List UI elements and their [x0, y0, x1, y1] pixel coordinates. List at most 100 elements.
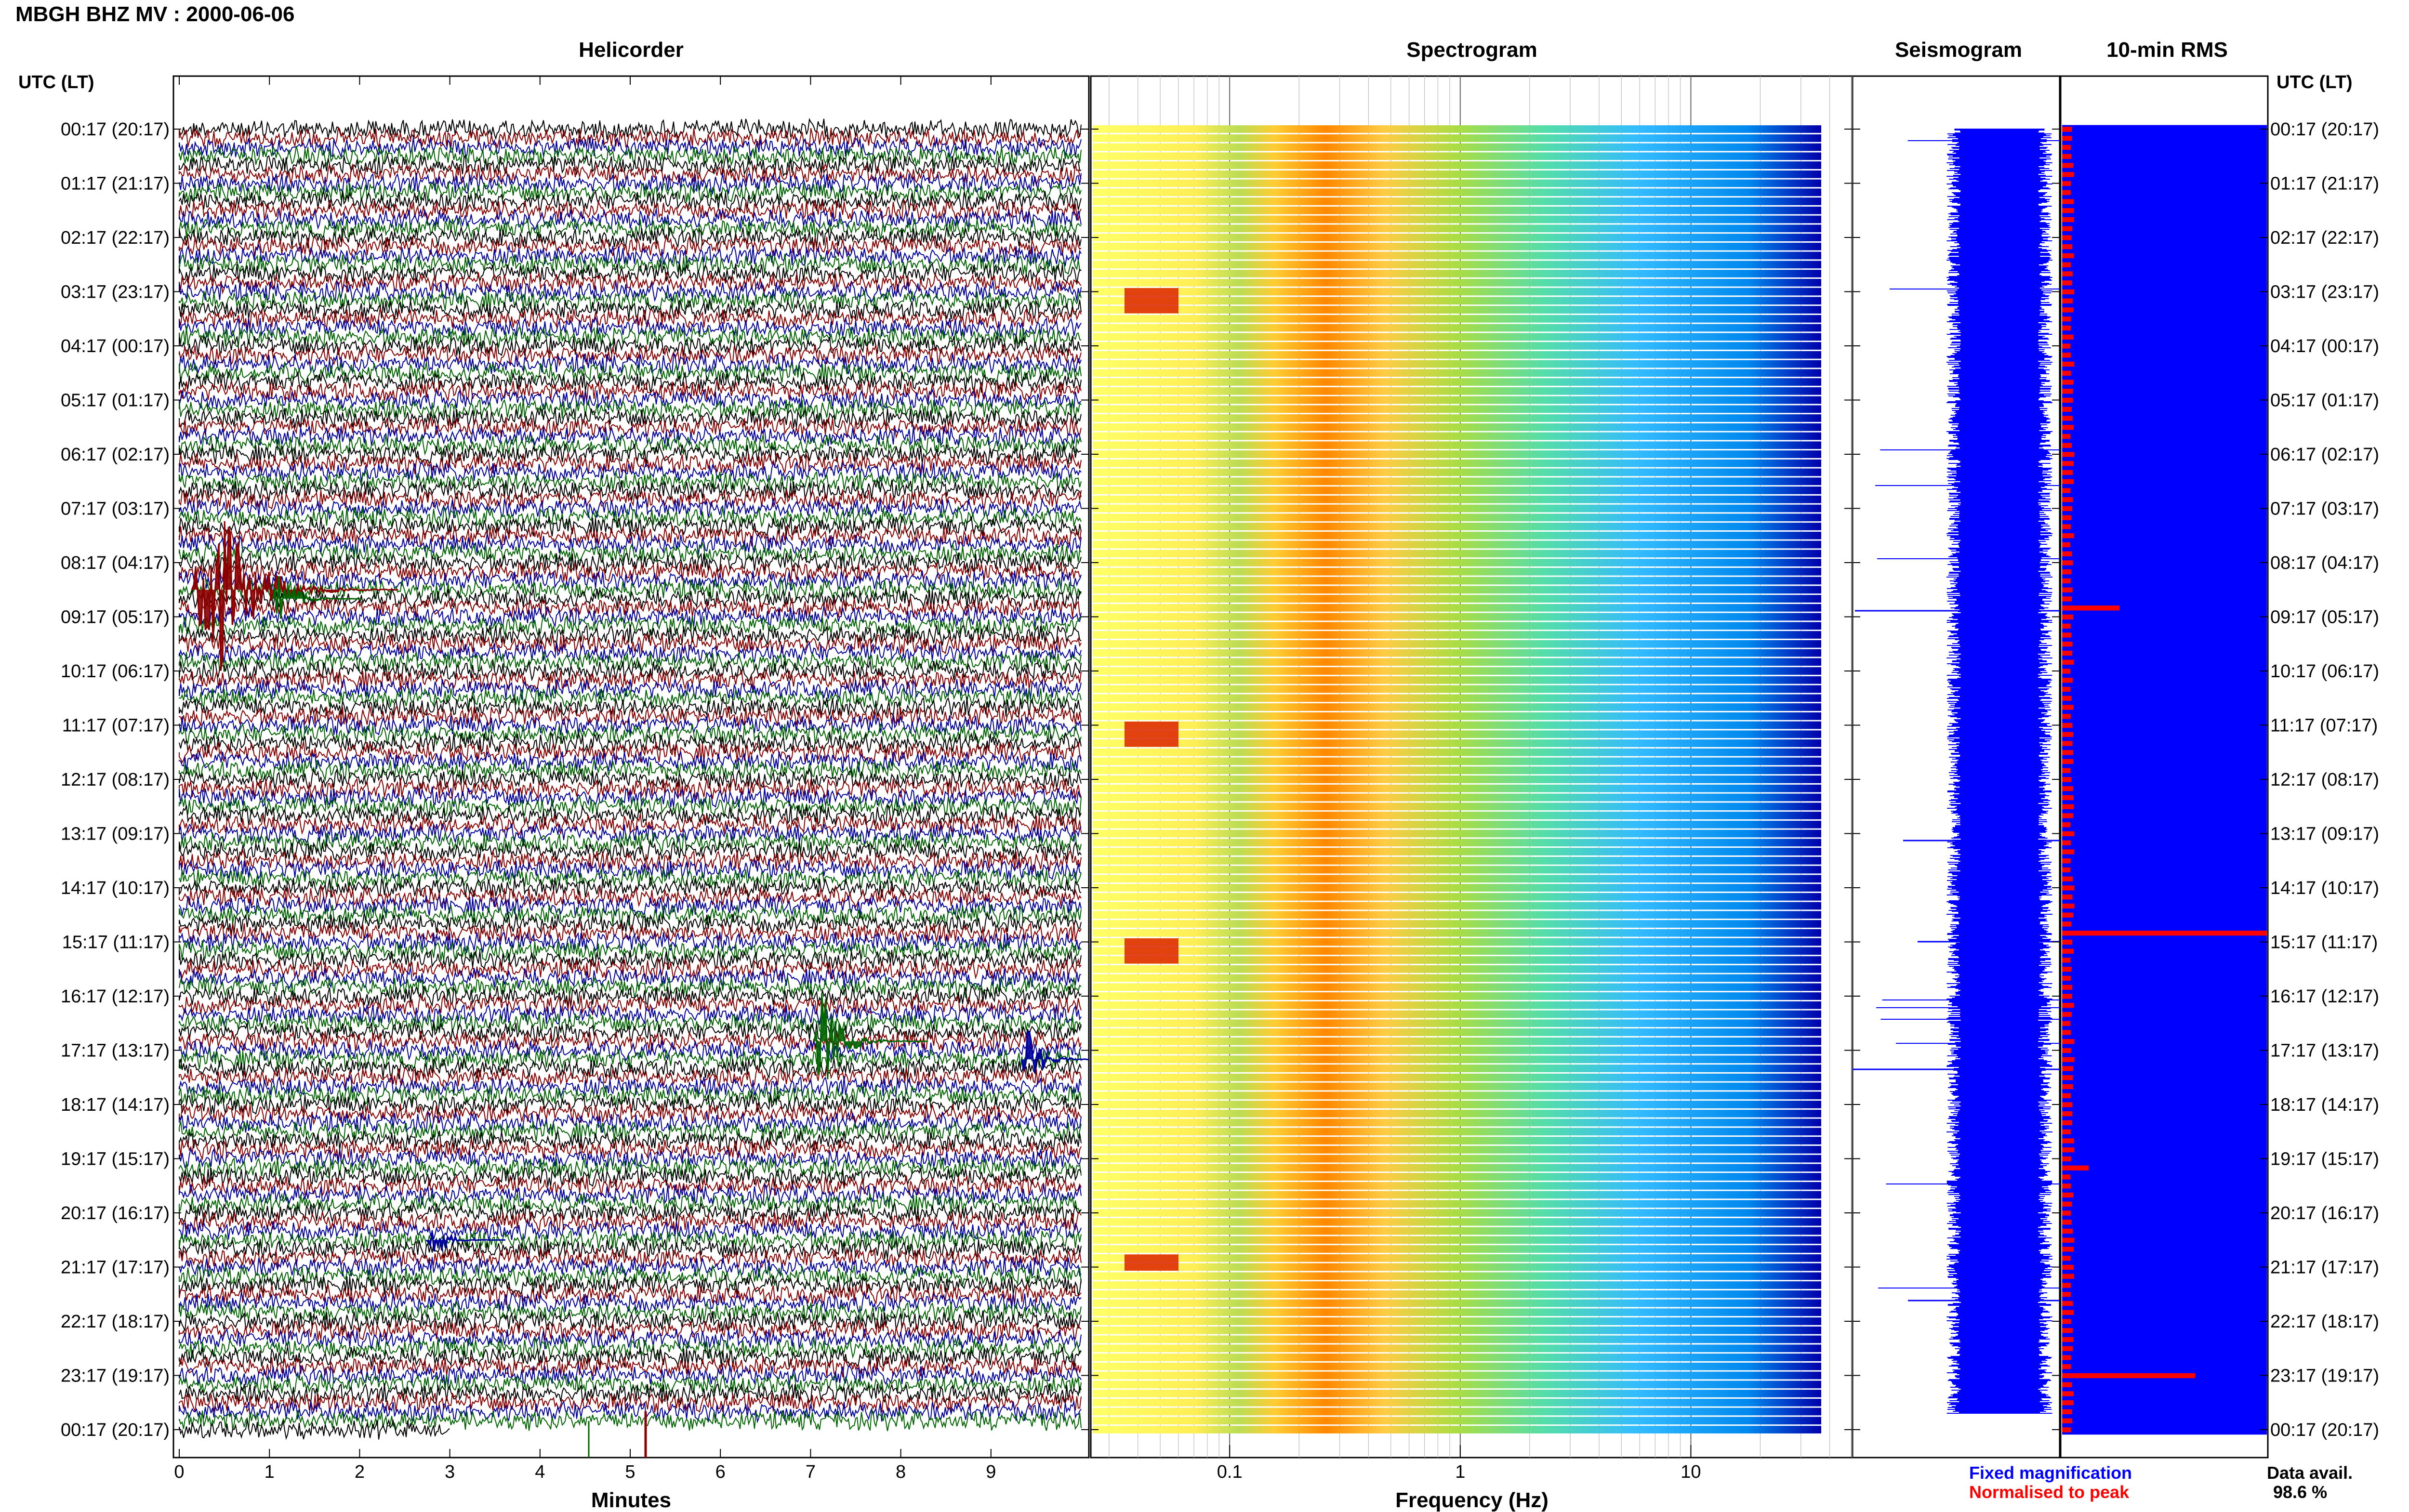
spectrogram-row: [1093, 504, 1821, 513]
spectrogram-row: [1093, 802, 1821, 811]
spectrogram-row: [1093, 1362, 1821, 1370]
rms-normalised-bar: [2062, 894, 2073, 900]
spectrogram-row: [1093, 884, 1821, 892]
rms-normalised-bar: [2062, 714, 2071, 719]
rms-normalised-bar: [2062, 822, 2071, 828]
time-label-left: 14:17 (10:17): [61, 878, 170, 898]
time-label-right: 00:17 (20:17): [2270, 1420, 2379, 1440]
helicorder-row-trace: [179, 1057, 1082, 1079]
rms-normalised-bar: [2062, 1264, 2074, 1270]
rms-normalised-bar: [2062, 678, 2073, 683]
spectrogram-row: [1093, 676, 1821, 684]
spectrogram-row: [1093, 414, 1821, 422]
spectrogram-title: Spectrogram: [1406, 38, 1537, 62]
spectrogram-hotspot: [1124, 938, 1178, 964]
rms-normalised-bar: [2062, 343, 2071, 349]
helicorder-row-trace: [179, 569, 1082, 593]
time-label-left: 16:17 (12:17): [61, 986, 170, 1007]
spectrogram-row: [1093, 694, 1821, 702]
helicorder-row-trace: [179, 868, 1082, 890]
spectrogram-row: [1093, 974, 1821, 982]
rms-normalised-bar: [2062, 1328, 2073, 1333]
helicorder-row-trace: [179, 118, 1082, 141]
spectrogram-row: [1093, 405, 1821, 413]
helicorder-row-trace: [179, 1093, 1082, 1116]
helicorder-row-trace: [179, 578, 1082, 601]
helicorder-row-trace: [179, 767, 1082, 792]
spectrogram-row: [1093, 306, 1821, 314]
rms-normalised-bar: [2062, 506, 2073, 512]
spectrogram-row: [1093, 333, 1821, 341]
spectrogram-row: [1093, 866, 1821, 874]
rms-normalised-bar: [2062, 569, 2072, 575]
helicorder-row-trace: [179, 715, 1082, 736]
helicorder-row-trace: [179, 932, 1082, 954]
minutes-axis-label: Minutes: [591, 1488, 672, 1512]
helicorder-row-trace: [179, 1328, 1082, 1352]
rms-normalised-bar: [2062, 560, 2073, 565]
time-label-right: 09:17 (05:17): [2270, 607, 2379, 628]
helicorder-row-trace: [179, 552, 1082, 574]
time-label-right: 03:17 (23:17): [2270, 282, 2379, 302]
page-title: MBGH BHZ MV : 2000-06-06: [15, 2, 295, 26]
spectrogram-row: [1093, 1398, 1821, 1407]
spectrogram-row: [1093, 1055, 1821, 1064]
spectrogram-row: [1093, 712, 1821, 720]
rms-normalised-bar: [2062, 253, 2074, 259]
helicorder-row-trace: [179, 380, 1082, 402]
time-label-right: 21:17 (17:17): [2270, 1258, 2379, 1278]
spectrogram-row: [1093, 1299, 1821, 1307]
spectrogram-row: [1093, 495, 1821, 503]
rms-normalised-bar: [2062, 1292, 2071, 1297]
spectrogram-row: [1093, 1344, 1821, 1353]
helicorder-row-trace: [179, 1283, 1082, 1305]
time-label-right: 08:17 (04:17): [2270, 553, 2379, 573]
spectrogram-row: [1093, 739, 1821, 747]
rms-normalised-bar: [2062, 1084, 2073, 1090]
legend-normalised-to-peak: Normalised to peak: [1969, 1482, 2130, 1502]
helicorder-row-trace: [179, 243, 1082, 268]
spectrogram-row: [1093, 1417, 1821, 1425]
rms-normalised-bar: [2062, 1400, 2074, 1406]
spectrogram-row: [1093, 1191, 1821, 1199]
helicorder-row-trace: [179, 1139, 1082, 1161]
time-label-right: 17:17 (13:17): [2270, 1041, 2379, 1061]
time-label-right: 19:17 (15:17): [2270, 1149, 2379, 1170]
helicorder-row-trace: [179, 199, 1082, 221]
minute-tick-label: 0: [174, 1462, 184, 1482]
rms-normalised-bar: [2062, 551, 2072, 556]
time-label-left: 00:17 (20:17): [61, 119, 170, 140]
spectrogram-row: [1093, 477, 1821, 486]
rms-normalised-bar: [2062, 334, 2074, 340]
spectrogram-row: [1093, 324, 1821, 332]
rms-normalised-bar: [2062, 912, 2074, 918]
rms-normalised-bar: [2062, 1003, 2074, 1008]
spectrogram-row: [1093, 856, 1821, 865]
time-label-right: 12:17 (08:17): [2270, 770, 2379, 790]
helicorder-row-trace: [179, 1066, 1082, 1088]
spectrogram-row: [1093, 288, 1821, 296]
spectrogram-row: [1093, 667, 1821, 675]
rms-normalised-bar: [2062, 307, 2074, 313]
helicorder-row-trace: [179, 182, 1082, 203]
rms-normalised-bar: [2062, 380, 2074, 385]
rms-normalised-bar: [2062, 659, 2074, 665]
time-label-right: 00:17 (20:17): [2270, 119, 2379, 140]
helicorder-events: [191, 521, 1089, 1252]
rms-normalised-bar: [2062, 1220, 2072, 1225]
rms-normalised-bar: [2062, 434, 2071, 439]
rms-normalised-bar: [2062, 1310, 2074, 1315]
rms-normalised-bar: [2062, 154, 2072, 159]
rms-normalised-bar: [2062, 985, 2072, 990]
rms-title: 10-min RMS: [2106, 38, 2228, 62]
helicorder-row-trace: [179, 831, 1082, 854]
spectrogram-row: [1093, 893, 1821, 901]
helicorder-row-trace: [179, 1004, 1082, 1026]
helicorder-row-trace: [179, 488, 1082, 511]
spectrogram-row: [1093, 540, 1821, 549]
rms-normalised-bar: [2062, 840, 2071, 845]
helicorder-row-trace: [179, 1130, 1082, 1152]
spectrogram-row: [1093, 1290, 1821, 1298]
frequency-tick-label: 0.1: [1217, 1462, 1243, 1482]
minute-tick-label: 9: [986, 1462, 996, 1482]
